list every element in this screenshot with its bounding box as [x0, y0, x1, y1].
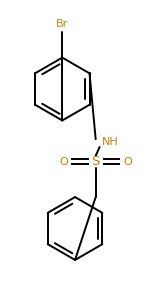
Text: NH: NH — [102, 137, 118, 147]
Text: S: S — [91, 155, 100, 168]
Text: O: O — [124, 157, 132, 167]
Text: Br: Br — [56, 19, 68, 29]
Text: O: O — [59, 157, 68, 167]
